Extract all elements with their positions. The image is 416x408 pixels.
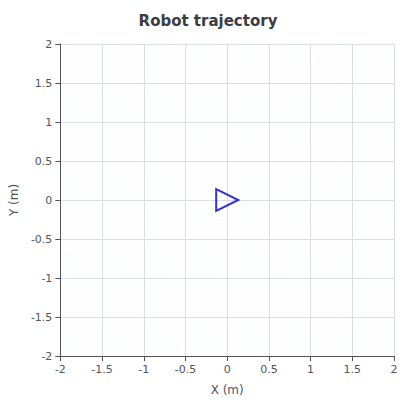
svg-text:-1: -1 [138, 363, 149, 376]
svg-text:1: 1 [307, 363, 314, 376]
svg-text:0: 0 [224, 363, 231, 376]
svg-text:-0.5: -0.5 [175, 363, 196, 376]
svg-text:-2: -2 [41, 350, 52, 363]
svg-text:-2: -2 [55, 363, 66, 376]
svg-text:2: 2 [391, 363, 398, 376]
svg-text:Y (m): Y (m) [7, 184, 21, 217]
svg-text:Robot trajectory: Robot trajectory [139, 12, 278, 30]
svg-text:1.5: 1.5 [344, 363, 362, 376]
svg-text:-1.5: -1.5 [31, 311, 52, 324]
svg-text:-1: -1 [41, 272, 52, 285]
svg-text:0.5: 0.5 [260, 363, 278, 376]
svg-text:1.5: 1.5 [35, 77, 53, 90]
svg-text:0: 0 [45, 194, 52, 207]
svg-text:0.5: 0.5 [35, 155, 53, 168]
svg-text:-0.5: -0.5 [31, 233, 52, 246]
svg-text:-1.5: -1.5 [91, 363, 112, 376]
svg-text:2: 2 [45, 38, 52, 51]
svg-text:1: 1 [45, 116, 52, 129]
svg-text:X (m): X (m) [211, 383, 244, 397]
